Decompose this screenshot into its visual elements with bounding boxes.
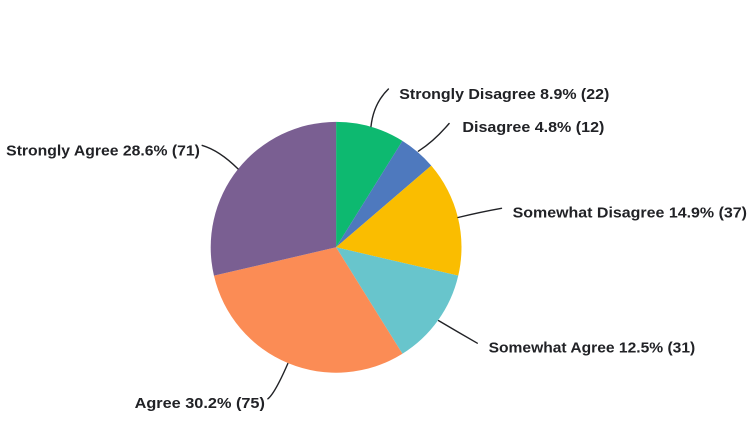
svg-text:Disagree 4.8% (12): Disagree 4.8% (12) <box>462 120 604 136</box>
svg-text:Somewhat Agree 12.5% (31): Somewhat Agree 12.5% (31) <box>489 341 696 357</box>
svg-text:Strongly Disagree 8.9% (22): Strongly Disagree 8.9% (22) <box>399 87 609 103</box>
svg-text:Agree 30.2% (75): Agree 30.2% (75) <box>135 396 265 412</box>
svg-text:Somewhat Disagree 14.9% (37): Somewhat Disagree 14.9% (37) <box>513 205 747 221</box>
svg-text:Strongly Agree 28.6% (71): Strongly Agree 28.6% (71) <box>6 144 200 160</box>
